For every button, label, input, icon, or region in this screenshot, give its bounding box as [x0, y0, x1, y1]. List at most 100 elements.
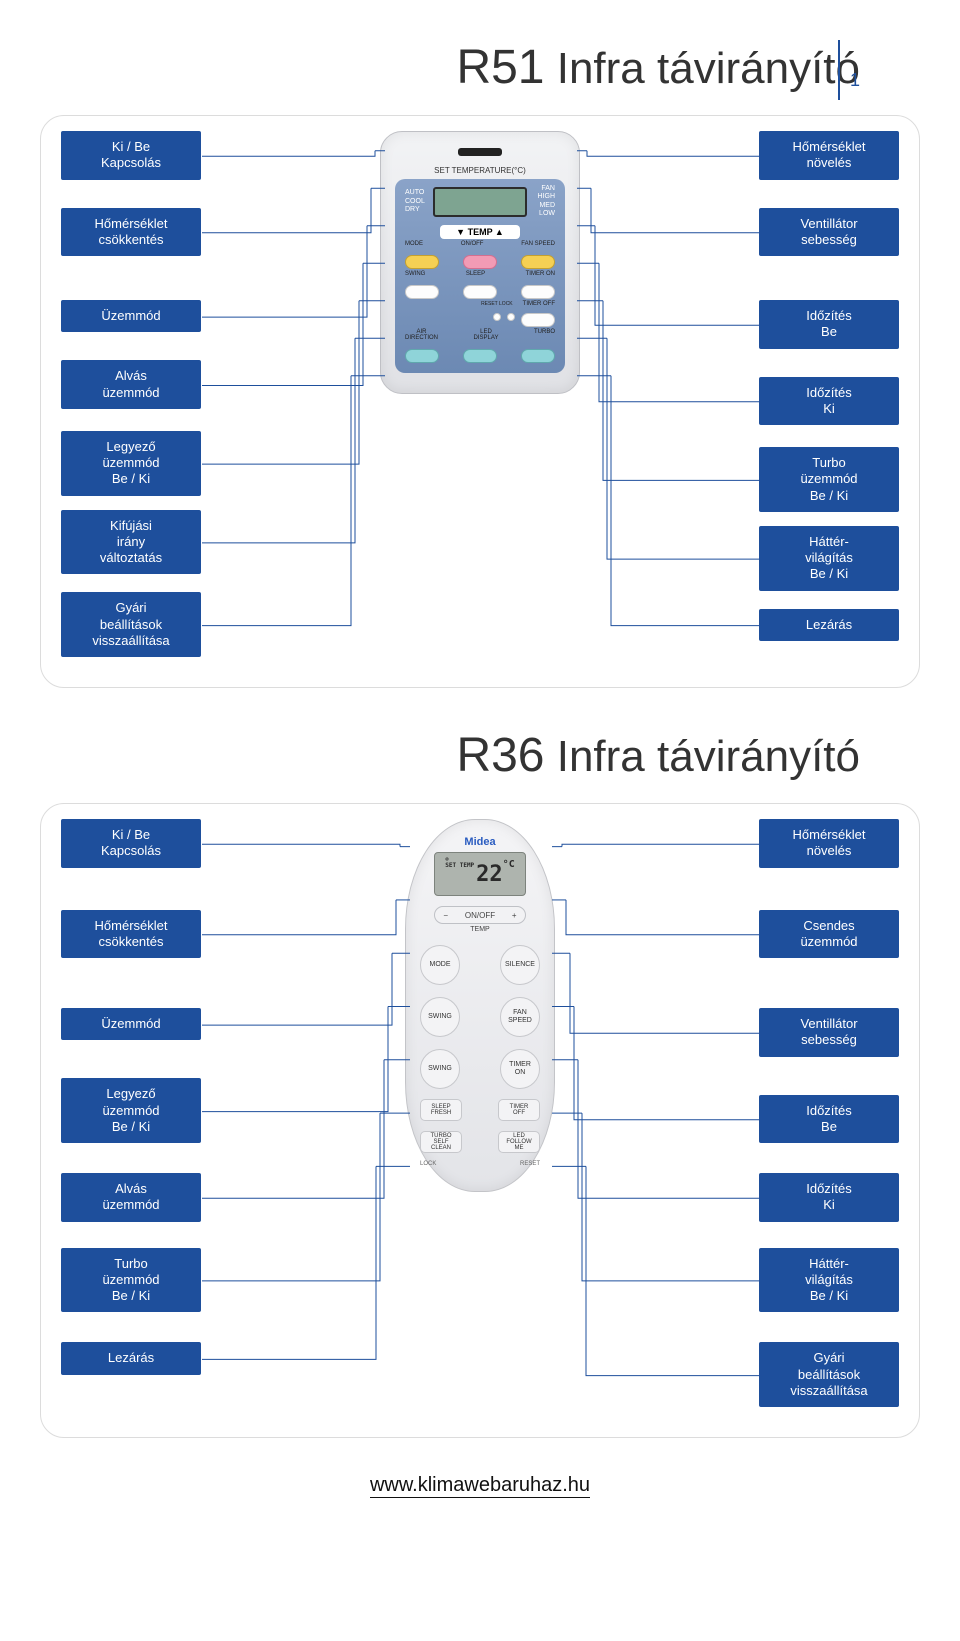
r36-right-labels: Hőmérséklet növelés Csendes üzemmód Ventil… — [759, 819, 899, 1407]
r51-timeron-button[interactable] — [521, 285, 555, 299]
callout-label: Háttér- világítás Be / Ki — [759, 1248, 899, 1313]
r51-right-modes: FAN HIGH MED LOW — [531, 185, 555, 219]
r36-fanspeed-button[interactable]: FAN SPEED — [500, 997, 540, 1037]
r36-onoff-rocker[interactable]: − ON/OFF + — [434, 906, 526, 924]
r51-onoff-button[interactable] — [463, 255, 497, 269]
callout-label: Háttér- világítás Be / Ki — [759, 526, 899, 591]
callout-label: Hőmérséklet csökkentés — [61, 208, 201, 257]
r51-cap-mode: MODE — [405, 241, 423, 247]
r51-left-modes: AUTO COOL DRY — [405, 189, 429, 214]
callout-label: Hőmérséklet csökkentés — [61, 910, 201, 959]
r36-onoff-label: ON/OFF — [465, 911, 495, 920]
r51-cap-turbo: TURBO — [534, 329, 555, 341]
r36-timeroff-button[interactable]: TIMER OFF — [498, 1099, 540, 1121]
callout-label: Időzítés Be — [759, 1095, 899, 1144]
callout-label: Üzemmód — [61, 300, 201, 332]
r51-cap-led: LED DISPLAY — [474, 329, 499, 341]
r36-timeron-button[interactable]: TIMER ON — [500, 1049, 540, 1089]
r36-title: R36 Infra távirányító — [40, 728, 920, 783]
r36-swing-button[interactable]: SWING — [420, 997, 460, 1037]
r51-swing-button[interactable] — [405, 285, 439, 299]
r51-set-temp: SET TEMPERATURE(°C) — [395, 166, 565, 175]
r51-turbo-button[interactable] — [521, 349, 555, 363]
r51-title-rest: Infra távirányító — [557, 44, 860, 93]
r51-timeroff-button[interactable] — [521, 313, 555, 327]
r36-lcd-unit: °C — [503, 859, 515, 870]
r36-turbo-button[interactable]: TURBO SELF CLEAN — [420, 1131, 462, 1153]
r36-remote-col: Midea ❄SET TEMP 22 °C − ON/OFF + TEMP MO… — [355, 819, 605, 1192]
r36-lcd-top: SET TEMP — [445, 862, 474, 869]
r36-lcd-value: 22 — [476, 862, 503, 887]
r51-fanspeed-button[interactable] — [521, 255, 555, 269]
r51-reset-button[interactable] — [493, 313, 501, 321]
callout-label: Gyári beállítások visszaállítása — [61, 592, 201, 657]
ir-window-icon — [458, 148, 502, 156]
page-number: 1 — [850, 70, 860, 91]
page-marker — [838, 40, 840, 100]
callout-label: Legyező üzemmód Be / Ki — [61, 1078, 201, 1143]
r51-model: R51 — [456, 41, 544, 94]
callout-label: Legyező üzemmód Be / Ki — [61, 431, 201, 496]
r36-logo: Midea — [420, 836, 540, 848]
footer: www.klimawebaruhaz.hu — [40, 1458, 920, 1498]
r51-cap-onoff: ON/OFF — [461, 241, 484, 247]
r51-led-button[interactable] — [463, 349, 497, 363]
r51-lcd — [433, 187, 527, 217]
r51-lock-button[interactable] — [507, 313, 515, 321]
r36-minus: − — [443, 911, 448, 920]
callout-label: Gyári beállítások visszaállítása — [759, 1342, 899, 1407]
callout-label: Lezárás — [759, 609, 899, 641]
r51-cap-airdir: AIR DIRECTION — [405, 329, 438, 341]
page: 1 R51 Infra távirányító Ki / Be Kapcsolá… — [0, 40, 960, 1528]
r36-swing2-button[interactable]: SWING — [420, 1049, 460, 1089]
r36-led-button[interactable]: LED FOLLOW ME — [498, 1131, 540, 1153]
r36-lock-label: LOCK — [420, 1161, 436, 1167]
r51-cap-resetlock: RESET LOCK — [481, 301, 513, 307]
r51-temp-rocker[interactable]: ▼ TEMP ▲ — [440, 225, 520, 239]
callout-label: Ventillátor sebesség — [759, 1008, 899, 1057]
r51-mode-button[interactable] — [405, 255, 439, 269]
callout-label: Turbo üzemmód Be / Ki — [61, 1248, 201, 1313]
r51-remote-col: SET TEMPERATURE(°C) AUTO COOL DRY FAN HI… — [355, 131, 605, 394]
r51-diagram: Ki / Be Kapcsolás Hőmérséklet csökkentés Ü… — [40, 115, 920, 688]
r51-remote: SET TEMPERATURE(°C) AUTO COOL DRY FAN HI… — [380, 131, 580, 394]
r51-right-labels: Hőmérséklet növelés Ventillátor sebesség I… — [759, 131, 899, 641]
callout-label: Hőmérséklet növelés — [759, 819, 899, 868]
callout-label: Ki / Be Kapcsolás — [61, 131, 201, 180]
r36-lcd: ❄SET TEMP 22 °C — [434, 852, 526, 896]
r51-cap-sleep: SLEEP — [466, 271, 485, 277]
callout-label: Alvás üzemmód — [61, 1173, 201, 1222]
r51-left-labels: Ki / Be Kapcsolás Hőmérséklet csökkentés Ü… — [61, 131, 201, 657]
r36-remote: Midea ❄SET TEMP 22 °C − ON/OFF + TEMP MO… — [405, 819, 555, 1192]
callout-label: Időzítés Ki — [759, 377, 899, 426]
r36-diagram: Ki / Be Kapcsolás Hőmérséklet csökkentés Ü… — [40, 803, 920, 1438]
r51-panel: AUTO COOL DRY FAN HIGH MED LOW ▼ TEMP ▲ … — [395, 179, 565, 373]
callout-label: Csendes üzemmód — [759, 910, 899, 959]
r36-left-labels: Ki / Be Kapcsolás Hőmérséklet csökkentés Ü… — [61, 819, 201, 1375]
callout-label: Kifújási irány változtatás — [61, 510, 201, 575]
r51-sleep-button[interactable] — [463, 285, 497, 299]
callout-label: Időzítés Ki — [759, 1173, 899, 1222]
callout-label: Lezárás — [61, 1342, 201, 1374]
r51-cap-timeroff: TIMER OFF — [523, 301, 555, 307]
callout-label: Turbo üzemmód Be / Ki — [759, 447, 899, 512]
r51-cap-swing: SWING — [405, 271, 425, 277]
footer-link[interactable]: www.klimawebaruhaz.hu — [370, 1474, 590, 1498]
r36-reset-label: RESET — [520, 1161, 540, 1167]
callout-label: Hőmérséklet növelés — [759, 131, 899, 180]
r36-mode-button[interactable]: MODE — [420, 945, 460, 985]
callout-label: Üzemmód — [61, 1008, 201, 1040]
callout-label: Alvás üzemmód — [61, 360, 201, 409]
callout-label: Ki / Be Kapcsolás — [61, 819, 201, 868]
r51-cap-fanspeed: FAN SPEED — [521, 241, 555, 247]
r51-airdir-button[interactable] — [405, 349, 439, 363]
r36-silence-button[interactable]: SILENCE — [500, 945, 540, 985]
r51-title: R51 Infra távirányító — [40, 40, 920, 95]
r51-cap-timeron: TIMER ON — [526, 271, 555, 277]
callout-label: Időzítés Be — [759, 300, 899, 349]
r36-sleep-button[interactable]: SLEEP FRESH — [420, 1099, 462, 1121]
callout-label: Ventillátor sebesség — [759, 208, 899, 257]
r36-plus: + — [512, 911, 517, 920]
r36-model: R36 — [456, 729, 544, 782]
r36-title-rest: Infra távirányító — [557, 732, 860, 781]
